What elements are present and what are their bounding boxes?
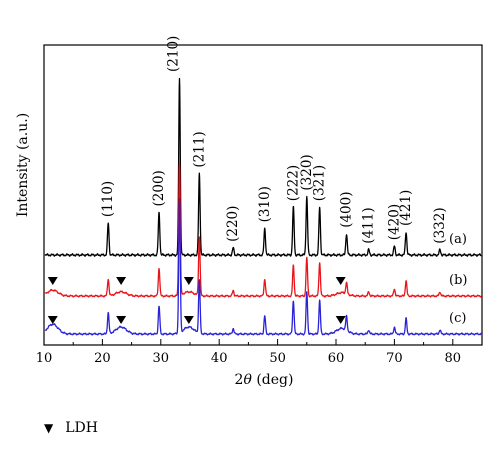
series-layer	[44, 77, 482, 336]
peak-label: (421)	[398, 190, 414, 226]
x-axis-label-symbol: θ	[243, 372, 252, 388]
peak-label: (200)	[151, 170, 167, 206]
series-label: (a)	[449, 232, 467, 247]
ldh-marker	[116, 316, 127, 324]
ldh-marker	[183, 277, 194, 285]
x-tick-label: 10	[36, 351, 53, 366]
series-label: (c)	[449, 311, 466, 326]
x-tick-label: 50	[269, 351, 286, 366]
ldh-marker	[183, 316, 194, 324]
peak-label: (210)	[166, 36, 182, 72]
series-label: (b)	[449, 273, 467, 288]
legend-label: LDH	[65, 420, 98, 436]
x-tick-label: 30	[153, 351, 170, 366]
x-tick-label: 80	[445, 351, 462, 366]
peak-label: (222)	[285, 165, 301, 201]
peak-label: (420)	[386, 204, 402, 240]
peak-label: (411)	[361, 207, 377, 243]
peak-label: (110)	[100, 181, 116, 217]
peak-label: (321)	[312, 165, 328, 201]
x-axis-label-suffix: (deg)	[252, 372, 294, 388]
peak-label: (310)	[257, 186, 273, 222]
ldh-marker	[335, 277, 346, 285]
peak-label: (320)	[299, 154, 315, 190]
x-tick-label: 70	[386, 351, 403, 366]
x-axis: 10 20 30 40 50 60 70 80	[36, 339, 461, 366]
ldh-marker	[116, 277, 127, 285]
ldh-marker	[47, 316, 58, 324]
x-tick-label: 60	[328, 351, 345, 366]
plot-area	[43, 44, 483, 346]
plot-frame	[43, 44, 483, 346]
ldh-legend-icon: ▼	[44, 421, 54, 435]
series-line-b	[44, 161, 482, 298]
series-line-c	[44, 198, 482, 336]
ldh-marker-layer	[47, 277, 346, 324]
y-axis-label: Intensity (a.u.)	[15, 113, 31, 217]
peak-label: (211)	[191, 131, 207, 167]
ldh-marker	[335, 316, 346, 324]
x-axis-label: 2θ (deg)	[235, 372, 294, 388]
series-label-layer: (a) (b) (c)	[449, 232, 467, 326]
x-tick-label: 40	[211, 351, 228, 366]
x-axis-label-prefix: 2	[235, 372, 244, 388]
peak-label-layer: (110) (200) (210) (211) (220) (310) (222)(320)…	[100, 36, 448, 244]
legend: ▼ LDH	[44, 420, 98, 436]
ldh-marker	[47, 277, 58, 285]
x-tick-label: 20	[94, 351, 111, 366]
peak-label: (332)	[432, 207, 448, 243]
peak-label: (220)	[225, 206, 241, 242]
series-line-a	[44, 77, 482, 257]
peak-label: (400)	[339, 191, 355, 227]
